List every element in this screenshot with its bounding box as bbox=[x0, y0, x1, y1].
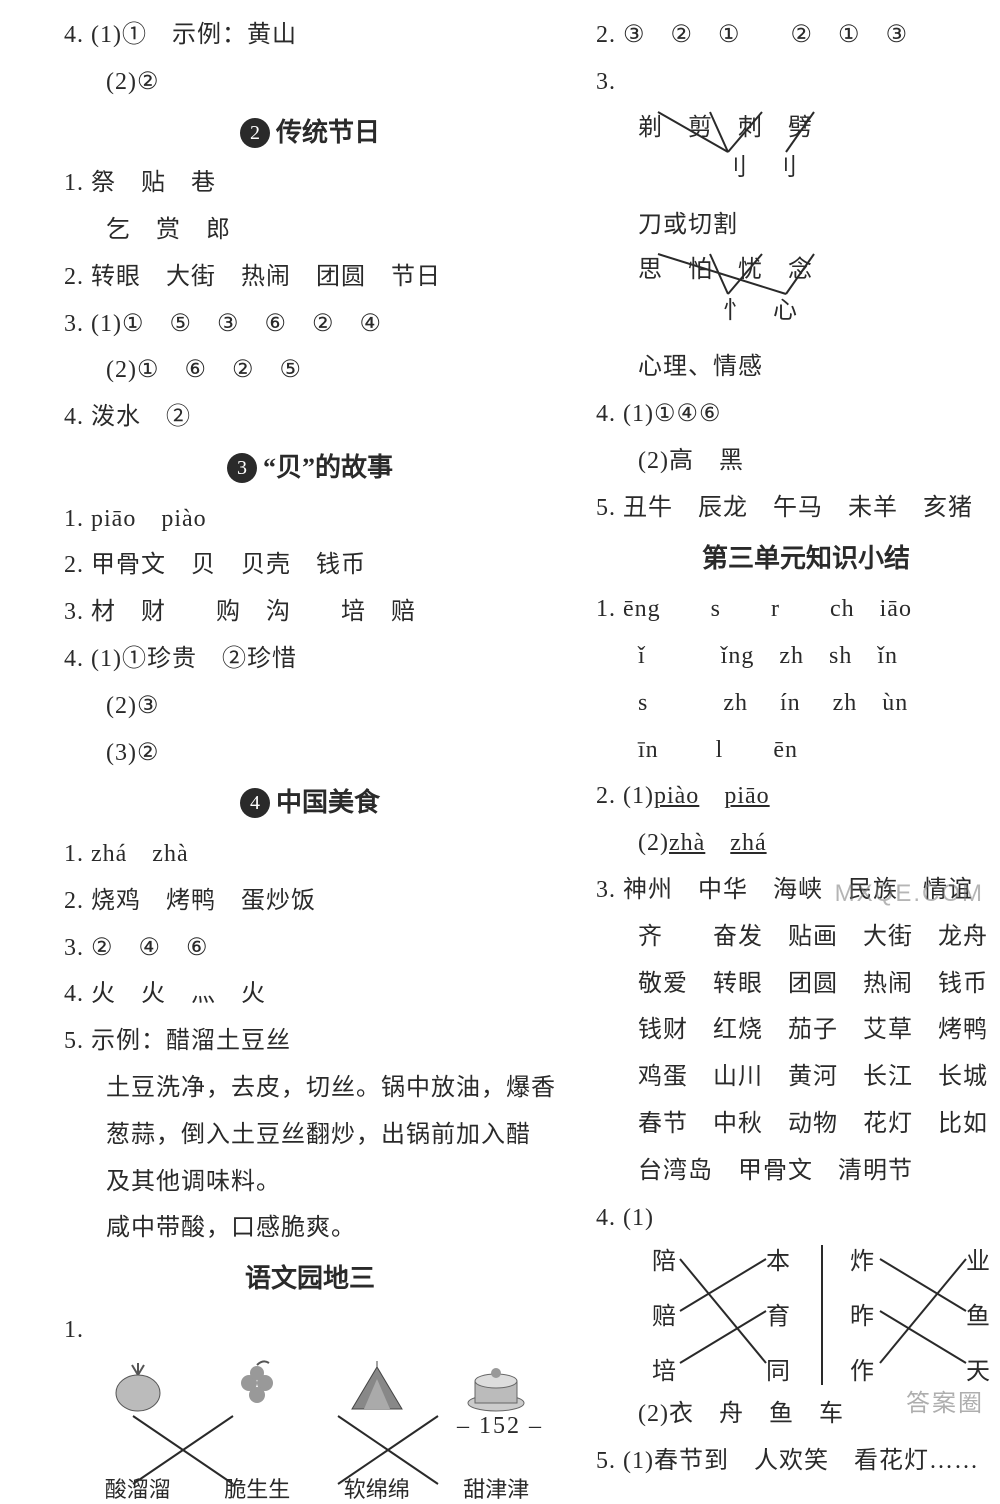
text-line: 心理、情感 bbox=[596, 344, 1000, 391]
text-line: 2. 烧鸡 烤鸭 蛋炒饭 bbox=[64, 878, 556, 925]
text-line: 台湾岛 甲骨文 清明节 bbox=[596, 1148, 1000, 1195]
watermark-url: MXQE.COM bbox=[835, 880, 984, 908]
fruit-label: 脆生生 bbox=[224, 1472, 290, 1504]
text-line: 葱蒜，倒入土豆丝翻炒，出锅前加入醋 bbox=[64, 1112, 556, 1159]
text-line: 1. ēng s r ch iāo bbox=[596, 586, 1000, 633]
heading-bei: 3“贝”的故事 bbox=[64, 441, 556, 496]
heading-label: 传统节日 bbox=[276, 118, 380, 147]
heading-yuwenyuandi: 语文园地三 bbox=[64, 1252, 556, 1307]
pair-lines bbox=[636, 1241, 1000, 1391]
text-line: 春节 中秋 动物 花灯 比如 bbox=[596, 1101, 1000, 1148]
heading-number-icon: 4 bbox=[240, 788, 270, 818]
text-line: 及其他调味料。 bbox=[64, 1159, 556, 1206]
text-line: (2)zhà zhá bbox=[596, 820, 1000, 867]
text-line: 4. 火 火 灬 火 bbox=[64, 971, 556, 1018]
text-line: īn l ēn bbox=[596, 727, 1000, 774]
text-line: 刀或切割 bbox=[596, 202, 1000, 249]
text-line: 1. 祭 贴 巷 bbox=[64, 160, 556, 207]
text-line: 4. (1)① 示例：黄山 bbox=[64, 12, 556, 59]
text-line: 土豆洗净，去皮，切丝。锅中放油，爆香 bbox=[64, 1065, 556, 1112]
heading-unit3: 第三单元知识小结 bbox=[596, 532, 1000, 587]
fruit-label: 酸溜溜 bbox=[105, 1472, 171, 1504]
match-diagram-xin: 思 怕 忧 念 忄 心 bbox=[638, 250, 898, 340]
text-line: 2. (1)2. (1)piào piāopiào piāo bbox=[596, 773, 1000, 820]
text-line: 2. ③ ② ① ② ① ③ bbox=[596, 12, 1000, 59]
text-line: 2. 甲骨文 贝 贝壳 钱币 bbox=[64, 542, 556, 589]
page: 4. (1)① 示例：黄山 (2)② 2传统节日 1. 祭 贴 巷 乞 赏 郎 … bbox=[0, 0, 1000, 1400]
text-line: 敬爱 转眼 团圆 热闹 钱币 bbox=[596, 961, 1000, 1008]
text-line: (2)③ bbox=[64, 683, 556, 730]
text-line: 1. bbox=[64, 1307, 556, 1354]
text-line: 3. bbox=[596, 59, 1000, 106]
text-line: 鸡蛋 山川 黄河 长江 长城 bbox=[596, 1054, 1000, 1101]
heading-meishi: 4中国美食 bbox=[64, 776, 556, 831]
fruit-label: 软绵绵 bbox=[344, 1472, 410, 1504]
text-line: 钱财 红烧 茄子 艾草 烤鸭 bbox=[596, 1007, 1000, 1054]
text-line: (2)① ⑥ ② ⑤ bbox=[64, 347, 556, 394]
right-column: 2. ③ ② ① ② ① ③ 3. 剃 剪 刺 劈 刂 刂 刀或切割 思 怕 忧… bbox=[582, 12, 1000, 1400]
text-line: s zh ín zh ùn bbox=[596, 680, 1000, 727]
heading-chuantong: 2传统节日 bbox=[64, 106, 556, 161]
text-line: 1. zhá zhà bbox=[64, 831, 556, 878]
text-line: 4. (1) bbox=[596, 1195, 1000, 1242]
text-line: (2)② bbox=[64, 59, 556, 106]
heading-label: “贝”的故事 bbox=[263, 453, 393, 482]
text-line: 4. (1)①珍贵 ②珍惜 bbox=[64, 636, 556, 683]
fruit-label: 甜津津 bbox=[463, 1472, 529, 1504]
text-line: (2)高 黑 bbox=[596, 438, 1000, 485]
text-line: 3. (1)① ⑤ ③ ⑥ ② ④ bbox=[64, 301, 556, 348]
heading-number-icon: 3 bbox=[227, 453, 257, 483]
page-number: – 152 – bbox=[0, 1413, 1000, 1440]
text-line: 3. ② ④ ⑥ bbox=[64, 925, 556, 972]
heading-label: 中国美食 bbox=[276, 788, 380, 817]
left-column: 4. (1)① 示例：黄山 (2)② 2传统节日 1. 祭 贴 巷 乞 赏 郎 … bbox=[50, 12, 570, 1400]
heading-number-icon: 2 bbox=[240, 118, 270, 148]
text-line: 3. 材 财 购 沟 培 赔 bbox=[64, 589, 556, 636]
text-line: 1. piāo piào bbox=[64, 496, 556, 543]
match-diagram-dao: 剃 剪 刺 劈 刂 刂 bbox=[638, 108, 898, 198]
text-line: 4. (1)①④⑥ bbox=[596, 391, 1000, 438]
text-line: 5. 示例：醋溜土豆丝 bbox=[64, 1018, 556, 1065]
text-line: 齐 奋发 贴画 大街 龙舟 bbox=[596, 914, 1000, 961]
text-line: 2. 转眼 大街 热闹 团圆 节日 bbox=[64, 254, 556, 301]
text-line: 4. 泼水 ② bbox=[64, 394, 556, 441]
text-line: 乞 赏 郎 bbox=[64, 207, 556, 254]
text-line: 咸中带酸，口感脆爽。 bbox=[64, 1205, 556, 1252]
text-line: (3)② bbox=[64, 730, 556, 777]
text-line: 5. (1)春节到 人欢笑 看花灯…… bbox=[596, 1438, 1000, 1485]
pair-match-diagram: 陪 本 赔 育 培 同 炸 业 昨 鱼 作 天 bbox=[636, 1241, 1000, 1391]
text-line: ǐ ǐng zh sh ǐn bbox=[596, 633, 1000, 680]
text-line: 5. 丑牛 辰龙 午马 未羊 亥猪 bbox=[596, 485, 1000, 532]
